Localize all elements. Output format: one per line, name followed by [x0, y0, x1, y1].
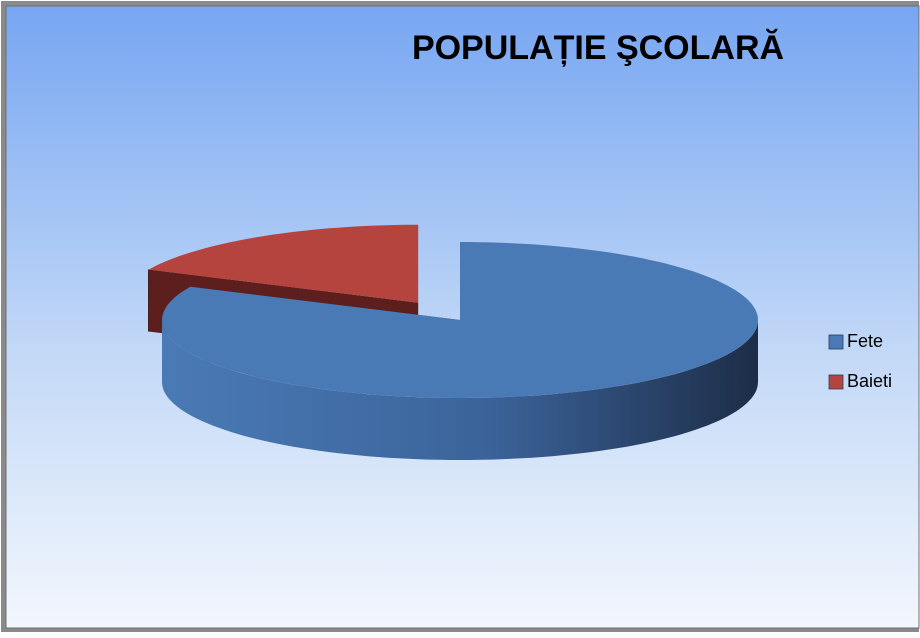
legend-label: Baieti [847, 371, 892, 391]
legend-label: Fete [847, 331, 883, 351]
chart-title: POPULAȚIE ŞCOLARĂ [412, 29, 784, 67]
slice-top [162, 242, 758, 398]
slice-top [148, 224, 419, 303]
legend-swatch [828, 334, 844, 350]
slice-side [162, 320, 758, 460]
legend-swatch [828, 374, 844, 390]
pie-slice [162, 242, 758, 460]
